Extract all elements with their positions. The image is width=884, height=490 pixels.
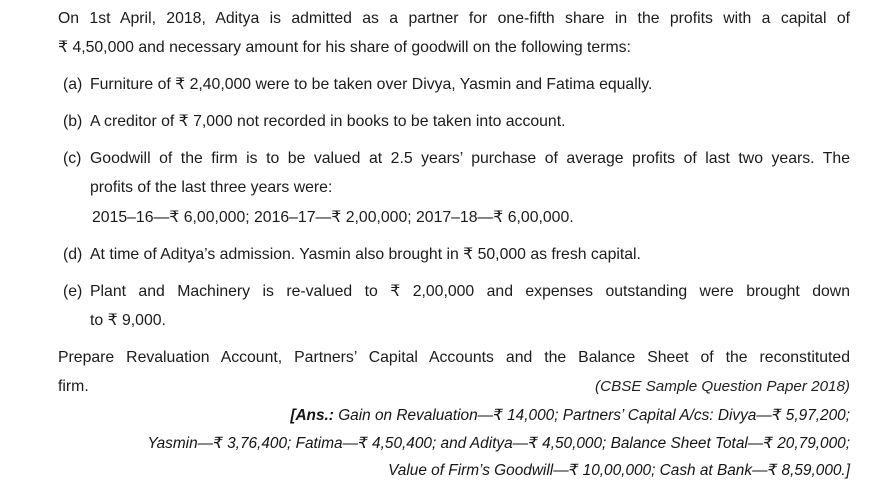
question-item-b: (b) A creditor of ₹ 7,000 not recorded i… bbox=[58, 107, 850, 136]
instruction-line-2-row: firm. (CBSE Sample Question Paper 2018) bbox=[58, 372, 850, 401]
instruction-line-1: Prepare Revaluation Account, Partners’ C… bbox=[58, 349, 850, 366]
question-item-e: (e) Plant and Machinery is re-valued to … bbox=[58, 277, 850, 335]
item-text-a: Furniture of ₹ 2,40,000 were to be taken… bbox=[90, 76, 653, 93]
item-text-d: At time of Aditya’s admission. Yasmin al… bbox=[90, 246, 641, 263]
item-body-c: Goodwill of the firm is to be valued at … bbox=[90, 144, 850, 232]
intro-line-1: On 1st April, 2018, Aditya is admitted a… bbox=[58, 10, 850, 27]
item-label-c: (c) bbox=[63, 150, 82, 167]
question-item-a: (a) Furniture of ₹ 2,40,000 were to be t… bbox=[58, 70, 850, 99]
item-body-e: Plant and Machinery is re-valued to ₹ 2,… bbox=[90, 277, 850, 335]
item-text-c-line-2: profits of the last three years were: bbox=[90, 179, 333, 196]
source-citation: (CBSE Sample Question Paper 2018) bbox=[595, 378, 850, 395]
profits-years-line: 2015–16—₹ 6,00,000; 2016–17—₹ 2,00,000; … bbox=[92, 209, 574, 226]
answer-line-3: Value of Firm’s Goodwill—₹ 10,00,000; Ca… bbox=[388, 462, 850, 479]
item-text-b: A creditor of ₹ 7,000 not recorded in bo… bbox=[90, 113, 566, 130]
item-text-e-line-1: Plant and Machinery is re-valued to ₹ 2,… bbox=[90, 283, 850, 300]
answer-line-1-text: Gain on Revaluation—₹ 14,000; Partners’ … bbox=[338, 407, 850, 424]
answer-prefix: [Ans.: bbox=[290, 407, 334, 424]
question-intro: On 1st April, 2018, Aditya is admitted a… bbox=[58, 4, 850, 62]
item-text-c-line-1: Goodwill of the firm is to be valued at … bbox=[90, 150, 850, 167]
item-label-b: (b) bbox=[63, 113, 83, 130]
answer-block: [Ans.: Gain on Revaluation—₹ 14,000; Par… bbox=[58, 402, 850, 485]
item-label-a: (a) bbox=[63, 76, 83, 93]
answer-line-2: Yasmin—₹ 3,76,400; Fatima—₹ 4,50,400; an… bbox=[147, 434, 850, 452]
item-label-d: (d) bbox=[63, 246, 83, 263]
question-item-d: (d) At time of Aditya’s admission. Yasmi… bbox=[58, 240, 850, 269]
question-item-c: (c) Goodwill of the firm is to be valued… bbox=[58, 144, 850, 232]
item-label-e: (e) bbox=[63, 283, 83, 300]
item-text-e-line-2: to ₹ 9,000. bbox=[90, 312, 166, 329]
intro-line-2: ₹ 4,50,000 and necessary amount for his … bbox=[58, 39, 631, 56]
answer-line-1: [Ans.: Gain on Revaluation—₹ 14,000; Par… bbox=[58, 402, 850, 430]
instruction-paragraph: Prepare Revaluation Account, Partners’ C… bbox=[58, 343, 850, 401]
instruction-line-2: firm. bbox=[58, 378, 89, 395]
